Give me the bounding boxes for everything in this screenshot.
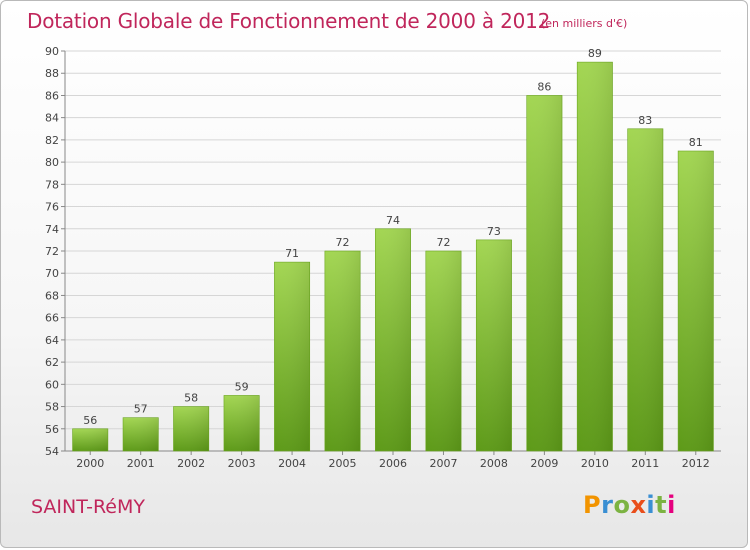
- x-tick-label: 2005: [329, 457, 357, 470]
- y-tick-label: 62: [45, 356, 59, 369]
- data-label: 86: [537, 80, 551, 93]
- logo-letter: P: [583, 491, 602, 519]
- data-label: 83: [638, 114, 652, 127]
- chart-title: Dotation Globale de Fonctionnement de 20…: [27, 9, 551, 33]
- y-tick-label: 58: [45, 401, 59, 414]
- logo-letter: o: [613, 491, 631, 519]
- y-tick-label: 84: [45, 112, 59, 125]
- bar-shade: [123, 417, 159, 451]
- data-label: 58: [184, 392, 198, 405]
- data-label: 59: [235, 380, 249, 393]
- chart-unit: (en milliers d'€): [541, 17, 628, 30]
- logo-letter: i: [667, 491, 676, 519]
- x-tick-label: 2006: [379, 457, 407, 470]
- y-tick-label: 54: [45, 445, 59, 458]
- bar-shade: [173, 406, 209, 451]
- bar-shade: [72, 428, 108, 451]
- bar-shade: [577, 62, 613, 451]
- y-tick-label: 82: [45, 134, 59, 147]
- data-label: 74: [386, 214, 400, 227]
- logo-letter: r: [601, 491, 614, 519]
- x-tick-label: 2008: [480, 457, 508, 470]
- y-tick-label: 86: [45, 89, 59, 102]
- y-tick-label: 64: [45, 334, 59, 347]
- data-label: 56: [83, 414, 97, 427]
- proxiti-logo[interactable]: Proxiti: [583, 491, 676, 519]
- y-tick-label: 56: [45, 423, 59, 436]
- bar-shade: [678, 151, 714, 451]
- bar-shade: [324, 251, 361, 451]
- x-tick-label: 2003: [228, 457, 256, 470]
- logo-letter: x: [630, 491, 647, 519]
- data-label: 57: [134, 403, 148, 416]
- data-label: 72: [336, 236, 350, 249]
- x-tick-label: 2011: [631, 457, 659, 470]
- x-tick-label: 2007: [429, 457, 457, 470]
- y-tick-label: 72: [45, 245, 59, 258]
- y-tick-label: 70: [45, 267, 59, 280]
- x-tick-label: 2000: [76, 457, 104, 470]
- data-labels: 56 57 58 59 71 72 74 72 73 86 89 83 81: [83, 47, 703, 427]
- bar-shade: [627, 128, 663, 451]
- logo-letter: i: [646, 491, 656, 519]
- y-tick-label: 80: [45, 156, 59, 169]
- bar-shade: [425, 251, 462, 451]
- y-tick-label: 90: [45, 45, 59, 58]
- x-tick-label: 2010: [581, 457, 609, 470]
- bar-shade: [274, 262, 310, 451]
- data-label: 73: [487, 225, 501, 238]
- axes: 54 56 58 60 62 64 66 68 70 72 74 76 78 80 82 84 86 88 90 20…: [45, 45, 721, 470]
- y-tick-label: 68: [45, 289, 59, 302]
- bar-shade: [526, 95, 563, 451]
- logo-letter: t: [655, 491, 668, 519]
- bars: [72, 61, 714, 452]
- data-label: 71: [285, 247, 299, 260]
- y-tick-label: 66: [45, 312, 59, 325]
- x-tick-label: 2001: [127, 457, 155, 470]
- data-label: 72: [436, 236, 450, 249]
- commune-name: SAINT-RéMY: [31, 496, 145, 518]
- x-tick-label: 2012: [682, 457, 710, 470]
- y-tick-label: 78: [45, 178, 59, 191]
- y-tick-label: 74: [45, 223, 59, 236]
- y-tick-label: 76: [45, 201, 59, 214]
- data-label: 89: [588, 47, 602, 60]
- y-tick-label: 60: [45, 378, 59, 391]
- x-tick-label: 2002: [177, 457, 205, 470]
- data-label: 81: [689, 136, 703, 149]
- bar-shade: [476, 239, 512, 451]
- bar-shade: [375, 228, 411, 451]
- x-tick-label: 2009: [530, 457, 558, 470]
- bar-shade: [223, 395, 260, 451]
- y-tick-label: 88: [45, 67, 59, 80]
- x-tick-label: 2004: [278, 457, 306, 470]
